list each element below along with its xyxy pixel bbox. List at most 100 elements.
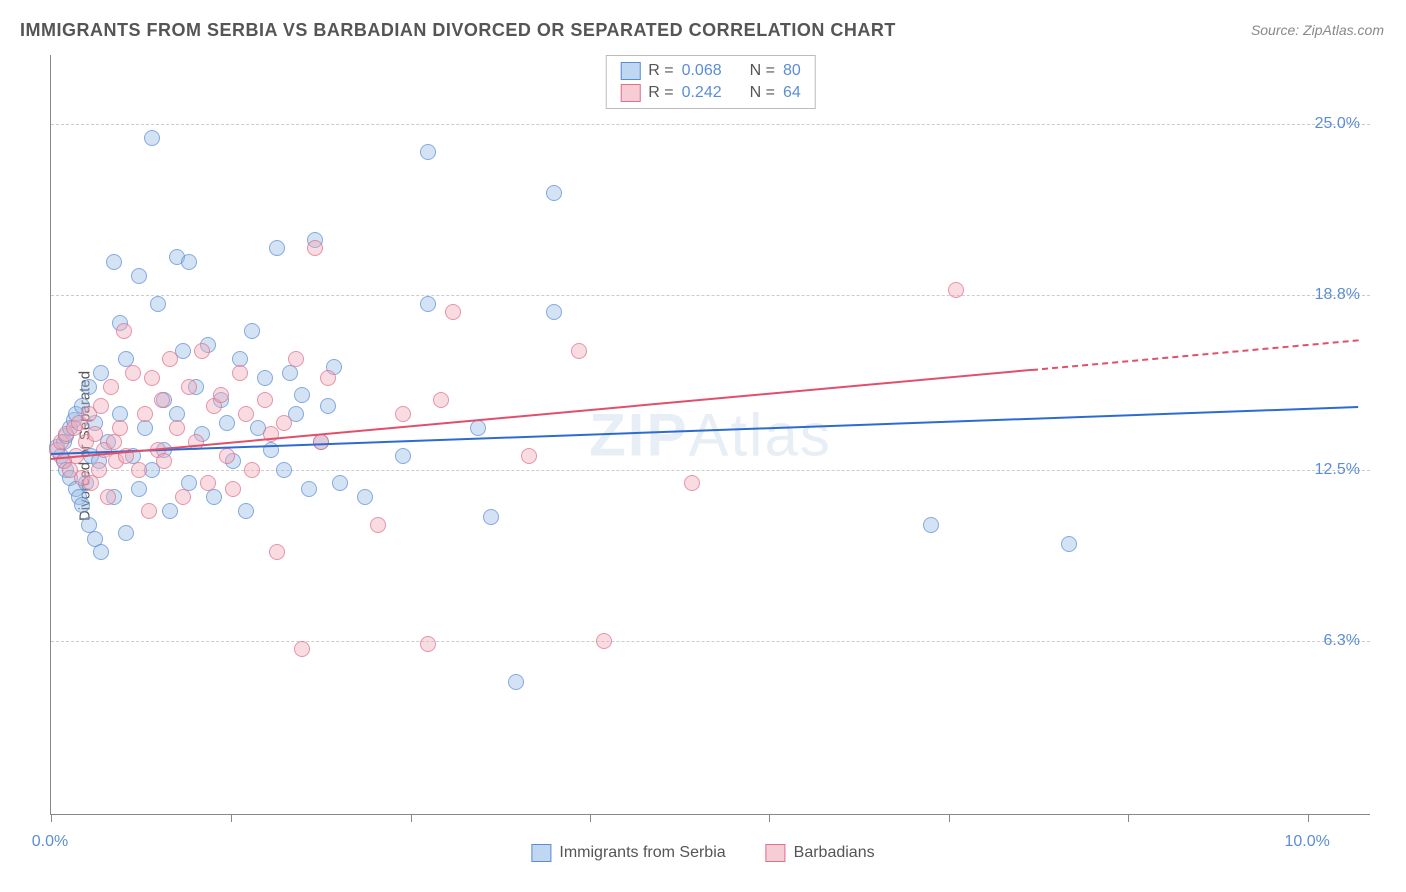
- legend-label-barbadian: Barbadians: [794, 844, 875, 862]
- x-tick: [949, 814, 950, 822]
- scatter-marker: [395, 448, 411, 464]
- scatter-marker: [276, 462, 292, 478]
- swatch-pink-icon: [766, 844, 786, 862]
- x-tick-label-max: 10.0%: [1284, 833, 1329, 851]
- scatter-marker: [257, 392, 273, 408]
- scatter-marker: [288, 351, 304, 367]
- scatter-marker: [307, 240, 323, 256]
- scatter-marker: [93, 398, 109, 414]
- legend-stats-box: R = 0.068 N = 80 R = 0.242 N = 64: [605, 55, 816, 109]
- n-value-serbia: 80: [783, 62, 801, 80]
- scatter-marker: [294, 641, 310, 657]
- scatter-marker: [103, 379, 119, 395]
- scatter-marker: [948, 282, 964, 298]
- scatter-marker: [225, 481, 241, 497]
- x-tick-label-min: 0.0%: [32, 833, 68, 851]
- scatter-marker: [269, 544, 285, 560]
- scatter-marker: [154, 392, 170, 408]
- scatter-marker: [301, 481, 317, 497]
- r-value-serbia: 0.068: [682, 62, 722, 80]
- scatter-marker: [74, 497, 90, 513]
- scatter-marker: [370, 517, 386, 533]
- scatter-marker: [395, 406, 411, 422]
- scatter-marker: [546, 185, 562, 201]
- scatter-marker: [91, 462, 107, 478]
- scatter-marker: [137, 420, 153, 436]
- scatter-marker: [470, 420, 486, 436]
- plot-area: ZIPAtlas R = 0.068 N = 80 R = 0.242 N = …: [50, 55, 1370, 815]
- source-attribution: Source: ZipAtlas.com: [1251, 22, 1384, 38]
- scatter-marker: [100, 489, 116, 505]
- swatch-blue-icon: [620, 62, 640, 80]
- scatter-marker: [112, 420, 128, 436]
- scatter-marker: [282, 365, 298, 381]
- scatter-marker: [116, 323, 132, 339]
- scatter-marker: [144, 370, 160, 386]
- chart-container: IMMIGRANTS FROM SERBIA VS BARBADIAN DIVO…: [0, 0, 1406, 892]
- x-tick: [1308, 814, 1309, 822]
- scatter-marker: [175, 489, 191, 505]
- scatter-marker: [244, 462, 260, 478]
- y-tick-label: 6.3%: [1324, 632, 1360, 650]
- scatter-marker: [420, 636, 436, 652]
- scatter-marker: [433, 392, 449, 408]
- scatter-marker: [141, 503, 157, 519]
- x-tick: [411, 814, 412, 822]
- scatter-marker: [93, 544, 109, 560]
- scatter-marker: [181, 379, 197, 395]
- chart-title: IMMIGRANTS FROM SERBIA VS BARBADIAN DIVO…: [20, 20, 896, 41]
- x-tick: [231, 814, 232, 822]
- n-label: N =: [750, 62, 775, 80]
- y-tick-label: 18.8%: [1315, 286, 1360, 304]
- scatter-marker: [445, 304, 461, 320]
- scatter-marker: [194, 343, 210, 359]
- scatter-marker: [546, 304, 562, 320]
- r-label: R =: [648, 62, 673, 80]
- x-tick: [51, 814, 52, 822]
- scatter-marker: [200, 475, 216, 491]
- scatter-marker: [257, 370, 273, 386]
- scatter-marker: [162, 503, 178, 519]
- trend-line-dashed: [1031, 340, 1358, 372]
- gridline: [51, 124, 1370, 125]
- scatter-marker: [238, 503, 254, 519]
- scatter-marker: [150, 296, 166, 312]
- r-label: R =: [648, 84, 673, 102]
- scatter-marker: [118, 525, 134, 541]
- scatter-marker: [571, 343, 587, 359]
- legend-item-barbadian: Barbadians: [766, 844, 875, 862]
- scatter-marker: [684, 475, 700, 491]
- scatter-marker: [206, 489, 222, 505]
- scatter-marker: [106, 254, 122, 270]
- scatter-marker: [420, 144, 436, 160]
- x-tick: [769, 814, 770, 822]
- scatter-marker: [81, 379, 97, 395]
- scatter-marker: [923, 517, 939, 533]
- watermark: ZIPAtlas: [589, 400, 832, 469]
- swatch-blue-icon: [531, 844, 551, 862]
- n-label: N =: [750, 84, 775, 102]
- n-value-barbadian: 64: [783, 84, 801, 102]
- scatter-marker: [276, 415, 292, 431]
- scatter-marker: [238, 406, 254, 422]
- gridline: [51, 295, 1370, 296]
- legend-series: Immigrants from Serbia Barbadians: [531, 844, 874, 862]
- scatter-marker: [313, 434, 329, 450]
- scatter-marker: [213, 387, 229, 403]
- scatter-marker: [332, 475, 348, 491]
- swatch-pink-icon: [620, 84, 640, 102]
- scatter-marker: [357, 489, 373, 505]
- scatter-marker: [1061, 536, 1077, 552]
- legend-stats-row-barbadian: R = 0.242 N = 64: [620, 82, 801, 104]
- scatter-marker: [320, 398, 336, 414]
- scatter-marker: [294, 387, 310, 403]
- scatter-marker: [156, 453, 172, 469]
- scatter-marker: [125, 365, 141, 381]
- scatter-marker: [87, 426, 103, 442]
- scatter-marker: [131, 268, 147, 284]
- scatter-marker: [181, 254, 197, 270]
- scatter-marker: [521, 448, 537, 464]
- legend-stats-row-serbia: R = 0.068 N = 80: [620, 60, 801, 82]
- scatter-marker: [169, 420, 185, 436]
- scatter-marker: [420, 296, 436, 312]
